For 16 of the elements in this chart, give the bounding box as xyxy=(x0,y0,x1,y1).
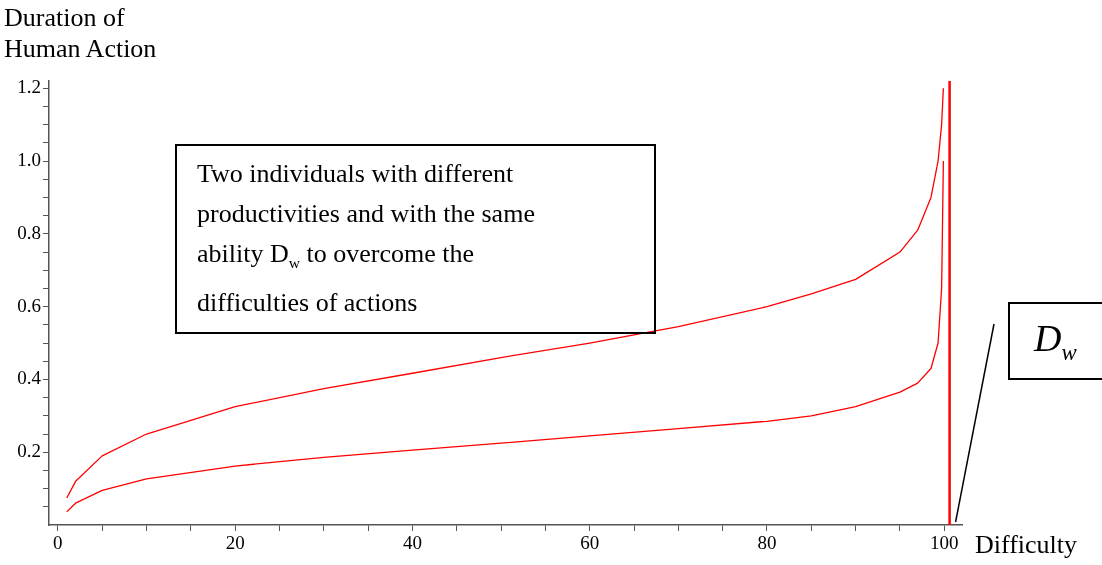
text-box: Two individuals with different productivities and with the same ability D$_{w}$ to overcome the difficulties of actions xyxy=(175,144,656,334)
y-tick-label: 1.0 xyxy=(17,149,41,171)
x-tick-label: 20 xyxy=(225,532,245,554)
x-tick-label: 100 xyxy=(930,532,959,554)
y-tick-label: 0.8 xyxy=(17,221,41,243)
x-tick-label: 60 xyxy=(580,532,600,554)
y-tick-label: 0.6 xyxy=(17,294,41,316)
label-box: D$_{w}$ xyxy=(1008,302,1102,380)
x-tick-label: 80 xyxy=(757,532,777,554)
y-tick-label: 0.2 xyxy=(17,440,41,462)
x-tick-label: 40 xyxy=(402,532,422,554)
x-axis-title: Difficulty xyxy=(975,530,1078,560)
y-tick-label: 1.2 xyxy=(17,76,41,98)
y-axis-title: Duration of Human Action xyxy=(4,2,158,64)
x-tick-label: 0 xyxy=(53,532,63,554)
y-tick-label: 0.4 xyxy=(17,367,42,389)
